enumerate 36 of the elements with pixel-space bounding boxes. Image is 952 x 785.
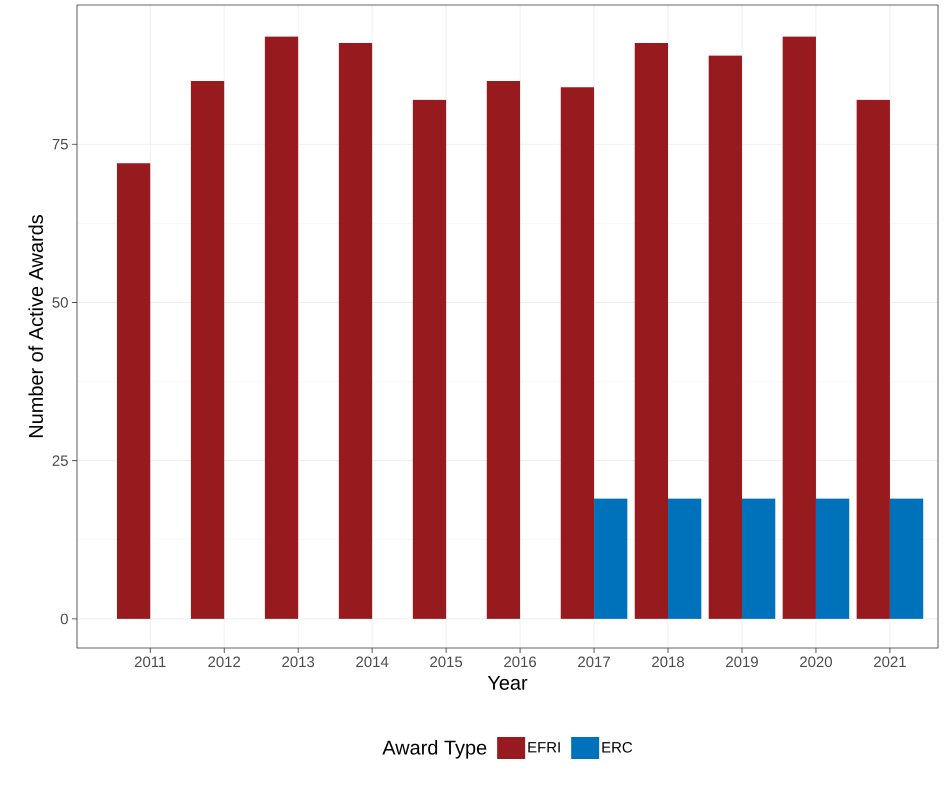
x-tick-label: 2018 <box>652 656 684 668</box>
y-tick-label: 0 <box>60 614 68 624</box>
x-tick-label: 2014 <box>356 656 388 668</box>
x-tick-label: 2012 <box>208 656 240 668</box>
x-tick-label: 2016 <box>504 656 536 668</box>
bar <box>668 498 702 619</box>
y-axis-title: Number of Active Awards <box>28 215 44 438</box>
x-tick-label: 2017 <box>578 656 610 668</box>
bar <box>412 100 446 619</box>
x-tick-label: 2013 <box>282 656 314 668</box>
bar <box>264 36 298 619</box>
y-tick-label: 25 <box>52 455 68 466</box>
bar <box>708 56 742 619</box>
bar <box>486 80 520 619</box>
bar <box>338 42 372 619</box>
legend-title: Award Type <box>382 740 486 759</box>
y-tick-label: 50 <box>52 297 68 308</box>
x-tick-label: 2015 <box>430 656 462 668</box>
x-tick-label: 2021 <box>874 656 906 668</box>
x-axis-title: Year <box>488 676 528 690</box>
bar <box>742 498 776 619</box>
bar <box>594 498 628 619</box>
bar <box>782 36 816 619</box>
x-tick-label: 2019 <box>726 656 758 668</box>
bar <box>190 80 224 619</box>
bar <box>890 498 924 619</box>
x-tick-label: 2020 <box>800 656 832 668</box>
bar <box>856 100 890 619</box>
legend-label: EFRI <box>528 742 560 752</box>
legend-label: ERC <box>602 742 632 753</box>
y-tick-label: 75 <box>52 139 68 150</box>
bar <box>560 87 594 619</box>
x-tick-label: 2011 <box>134 656 166 668</box>
bar <box>816 498 850 619</box>
bar <box>116 163 150 619</box>
bar <box>634 42 668 619</box>
